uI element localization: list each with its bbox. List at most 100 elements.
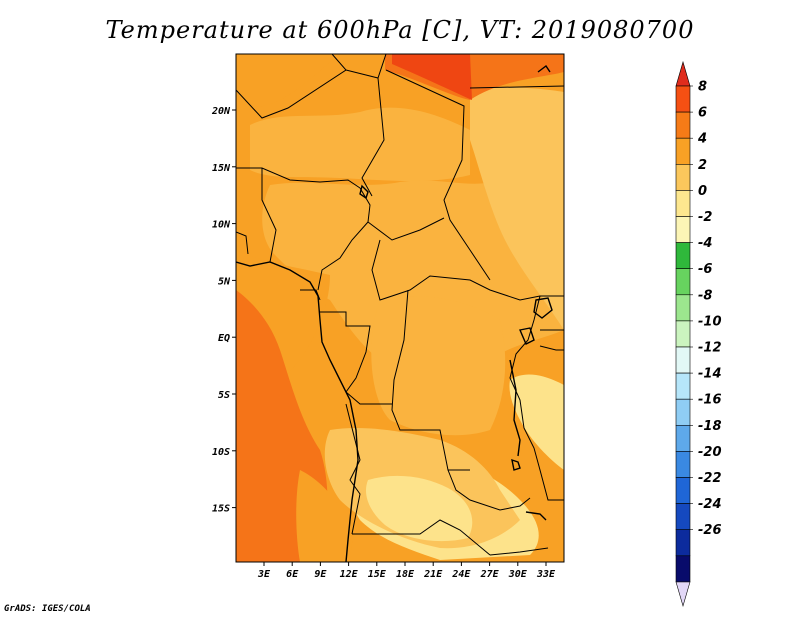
grads-credit: GrADS: IGES/COLA bbox=[4, 604, 91, 614]
lat-tick-label: 15N bbox=[212, 163, 231, 174]
border-line bbox=[509, 295, 564, 501]
border-line bbox=[447, 469, 531, 511]
colorbar-label: 0 bbox=[698, 184, 707, 199]
field-region-congo bbox=[371, 296, 506, 436]
colorbar-label: -14 bbox=[698, 367, 722, 382]
colorbar-swatch bbox=[675, 164, 691, 191]
lake-outline bbox=[525, 511, 547, 521]
lon-tick-label: 30E bbox=[508, 569, 528, 580]
field-region-sw bbox=[296, 470, 353, 562]
lon-tick-label: 21E bbox=[423, 569, 443, 580]
border-line bbox=[489, 547, 549, 556]
colorbar-swatch bbox=[675, 242, 691, 270]
border-line bbox=[371, 239, 564, 301]
colorbar-label: -6 bbox=[698, 262, 712, 277]
border-line bbox=[367, 217, 445, 241]
colorbar-swatch bbox=[675, 451, 691, 478]
field-region-northwest bbox=[236, 54, 340, 107]
lon-tick-label: 3E bbox=[257, 569, 271, 580]
border-line bbox=[236, 167, 361, 189]
colorbar-swatch bbox=[675, 111, 691, 139]
field-region-sahel bbox=[250, 107, 470, 182]
map-frame bbox=[235, 53, 565, 563]
border-line bbox=[539, 345, 564, 351]
lat-tick-label: 5S bbox=[218, 390, 230, 401]
border-line bbox=[345, 403, 361, 535]
chart-title: Temperature at 600hPa [C], VT: 201908070… bbox=[105, 16, 695, 44]
lat-tick-label: 20N bbox=[211, 106, 231, 117]
colorbar-label: 2 bbox=[698, 158, 707, 173]
colorbar-swatch bbox=[675, 477, 691, 504]
lat-tick-label: 10S bbox=[212, 447, 230, 458]
border-line bbox=[345, 391, 392, 405]
colorbar-swatch bbox=[675, 268, 691, 296]
colorbar: 8 6 4 2 0 -2 -4 -6 -8 -10 -12 -14 -16 -18 -20 -22 -24 -26 bbox=[675, 60, 722, 607]
colorbar-label: -24 bbox=[698, 497, 722, 512]
colorbar-label: -18 bbox=[698, 419, 722, 434]
lake-outline bbox=[537, 64, 551, 73]
field-region-east-pale bbox=[509, 374, 564, 470]
lat-tick-label: 10N bbox=[212, 220, 231, 231]
lon-tick-label: 24E bbox=[451, 569, 471, 580]
colorbar-swatch bbox=[675, 190, 691, 217]
lat-tick-label: EQ bbox=[218, 333, 230, 344]
border-line bbox=[320, 311, 371, 393]
border-line bbox=[236, 54, 347, 119]
coastlines bbox=[236, 64, 553, 562]
lake-outline bbox=[533, 297, 553, 319]
lake-outline bbox=[509, 359, 521, 457]
lon-tick-label: 15E bbox=[368, 569, 387, 580]
colorbar-label: -2 bbox=[698, 210, 712, 225]
lake-outline bbox=[359, 184, 369, 200]
border-line bbox=[361, 77, 385, 197]
colorbar-swatch bbox=[675, 398, 691, 426]
colorbar-label: -16 bbox=[698, 393, 722, 408]
border-line bbox=[352, 519, 491, 556]
colorbar-swatch bbox=[675, 503, 691, 531]
colorbar-swatch bbox=[675, 137, 691, 165]
colorbar-label: -8 bbox=[698, 288, 712, 303]
temperature-field bbox=[236, 54, 564, 562]
lon-tick-label: 6E bbox=[286, 569, 299, 580]
coastline bbox=[236, 261, 359, 562]
colorbar-swatch bbox=[675, 346, 691, 374]
latitude-axis: 20N 15N 10N 5N EQ 5S 10S 15S bbox=[211, 106, 236, 515]
field-region-hotspot-core bbox=[392, 54, 472, 100]
lake-outline bbox=[511, 458, 521, 471]
colorbar-label: -10 bbox=[698, 314, 722, 329]
lon-tick-label: 33E bbox=[536, 569, 556, 580]
border-line bbox=[385, 69, 491, 281]
colorbar-swatch bbox=[675, 320, 691, 348]
colorbar-swatch bbox=[675, 529, 691, 557]
colorbar-swatch bbox=[675, 294, 691, 322]
border-line bbox=[469, 85, 564, 89]
colorbar-swatch bbox=[675, 216, 691, 243]
lon-tick-label: 18E bbox=[396, 569, 415, 580]
colorbar-swatch bbox=[675, 424, 691, 452]
longitude-axis: 3E 6E 9E 12E 15E 18E 21E 24E 27E 30E 33E bbox=[257, 562, 556, 580]
lon-tick-label: 12E bbox=[340, 569, 359, 580]
colorbar-label: -26 bbox=[698, 523, 722, 538]
colorbar-swatch bbox=[675, 372, 691, 400]
colorbar-label: 6 bbox=[698, 106, 707, 121]
colorbar-label: 4 bbox=[697, 132, 707, 147]
colorbar-bottom-arrow bbox=[675, 581, 691, 607]
colorbar-swatch bbox=[675, 555, 691, 583]
lon-tick-label: 9E bbox=[314, 569, 327, 580]
field-region-south-pale2 bbox=[365, 475, 473, 542]
colorbar-label: -12 bbox=[698, 341, 722, 356]
colorbar-label: -20 bbox=[698, 445, 722, 460]
lon-tick-label: 27E bbox=[480, 569, 500, 580]
colorbar-label: 8 bbox=[698, 80, 707, 95]
colorbar-label: -22 bbox=[698, 471, 722, 486]
colorbar-swatch bbox=[675, 85, 691, 113]
field-region-east bbox=[470, 87, 564, 330]
border-line bbox=[261, 168, 277, 263]
lake-outline bbox=[519, 327, 535, 345]
lat-tick-label: 5N bbox=[218, 276, 231, 287]
border-line bbox=[236, 231, 249, 255]
lat-tick-label: 15S bbox=[212, 504, 230, 515]
colorbar-top-arrow bbox=[675, 60, 691, 87]
border-line bbox=[391, 289, 470, 471]
border-line bbox=[317, 187, 371, 291]
